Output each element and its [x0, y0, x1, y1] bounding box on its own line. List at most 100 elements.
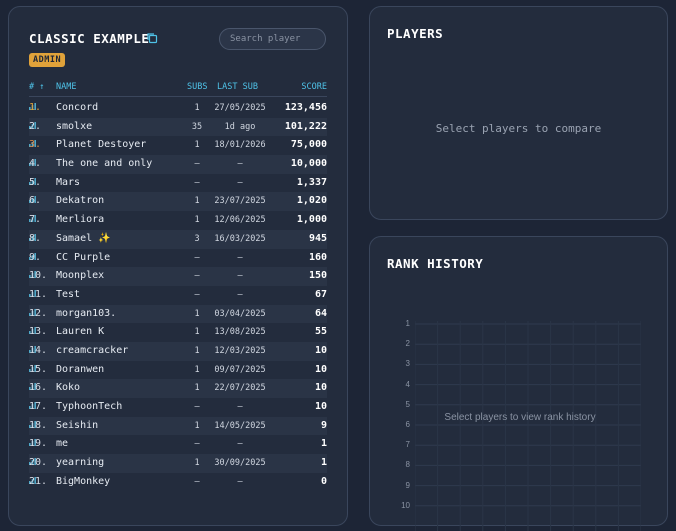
chart-icon[interactable]	[29, 308, 36, 316]
chart-icon[interactable]	[29, 327, 36, 335]
player-name[interactable]: Lauren K	[56, 326, 105, 338]
score-cell: 10	[314, 401, 327, 412]
last-sub-cell: 18/01/2026	[214, 140, 266, 151]
chart-icon[interactable]	[29, 458, 36, 466]
player-name[interactable]: BigMonkey	[56, 475, 111, 487]
chart-icon[interactable]	[29, 383, 36, 391]
table-row[interactable]: 11. Test – – 67	[29, 286, 327, 305]
table-row[interactable]: 3. Planet Destoyer 1 18/01/2026 75,000	[29, 136, 327, 155]
table-row[interactable]: 17. TyphoonTech – – 10	[29, 398, 327, 417]
last-sub-cell: –	[237, 177, 243, 188]
copy-icon[interactable]	[146, 32, 158, 44]
chart-icon[interactable]	[29, 420, 36, 428]
chart-icon[interactable]	[29, 233, 36, 241]
last-sub-cell: 27/05/2025	[214, 103, 266, 113]
rank-cell: 20.	[29, 457, 48, 469]
last-sub-cell: 1d ago	[224, 121, 256, 132]
rank-cell: 16.	[29, 382, 48, 394]
table-row[interactable]: 12. morgan103. 1 03/04/2025 64	[29, 304, 327, 324]
table-row[interactable]: 10. Moonplex – – 150	[29, 267, 327, 286]
player-name[interactable]: Planet Destoyer	[56, 139, 147, 151]
player-name[interactable]: Merliora	[56, 214, 105, 226]
chart-icon[interactable]	[29, 252, 36, 260]
subs-cell: 1	[194, 327, 200, 338]
player-name[interactable]: Concord	[56, 102, 99, 113]
player-name[interactable]: CC Purple	[56, 251, 111, 263]
score-cell: 1,000	[296, 214, 327, 226]
rank-cell: 10.	[29, 270, 48, 282]
chart-icon[interactable]	[29, 271, 36, 279]
table-row[interactable]: 1. Concord 1 27/05/2025 123,456	[29, 99, 327, 118]
rank-cell: 7.	[29, 214, 42, 226]
subs-cell: 1	[194, 364, 200, 375]
table-row[interactable]: 15. Doranwen 1 09/07/2025 10	[29, 361, 327, 380]
chart-icon[interactable]	[29, 402, 36, 409]
last-sub-cell: –	[237, 439, 243, 450]
leaderboard-rows: 1. Concord 1 27/05/2025 123,456 2. smolxe 35 1d …	[29, 99, 327, 491]
last-sub-header[interactable]: LAST SUB	[217, 82, 258, 92]
chart-icon[interactable]	[29, 103, 36, 110]
sort-arrow-icon[interactable]: ↑	[39, 82, 45, 92]
rank-header[interactable]: # ↑	[29, 82, 45, 92]
player-name[interactable]: The one and only	[56, 158, 153, 170]
subs-header[interactable]: SUBS	[187, 82, 208, 92]
y-tick-label: 4	[405, 379, 410, 389]
subs-cell: 1	[194, 140, 200, 151]
chart-icon[interactable]	[29, 345, 36, 353]
y-tick-label: 7	[405, 440, 410, 450]
player-name[interactable]: morgan103.	[56, 307, 117, 319]
chart-icon[interactable]	[29, 476, 36, 484]
table-row[interactable]: 19. me – – 1	[29, 435, 327, 454]
y-tick-label: 10	[401, 500, 410, 510]
chart-icon[interactable]	[29, 289, 36, 297]
table-row[interactable]: 2. smolxe 35 1d ago 101,222	[29, 117, 327, 137]
table-row[interactable]: 5. Mars – – 1,337	[29, 174, 327, 193]
player-name[interactable]: Doranwen	[56, 363, 105, 375]
chart-icon[interactable]	[29, 364, 36, 372]
player-name[interactable]: me	[56, 438, 69, 450]
chart-icon[interactable]	[29, 196, 36, 204]
player-name[interactable]: smolxe	[56, 120, 93, 132]
name-header[interactable]: NAME	[56, 82, 77, 92]
leaderboard-panel: CLASSIC EXAMPLE ADMIN # ↑ NAME SUBS LAST…	[8, 6, 348, 526]
chart-icon[interactable]	[29, 177, 36, 185]
last-sub-cell: 12/06/2025	[214, 215, 266, 226]
chart-icon[interactable]	[29, 159, 36, 167]
table-row[interactable]: 18. Seishin 1 14/05/2025 9	[29, 416, 327, 436]
last-sub-cell: 30/09/2025	[214, 458, 266, 469]
score-cell: 67	[314, 288, 327, 300]
last-sub-cell: 12/03/2025	[214, 345, 266, 356]
score-header[interactable]: SCORE	[301, 82, 327, 92]
y-tick-label: 3	[405, 359, 410, 369]
player-name[interactable]: Dekatron	[56, 195, 105, 207]
player-name[interactable]: Samael ✨	[56, 232, 111, 244]
player-name[interactable]: TyphoonTech	[56, 401, 123, 412]
table-row[interactable]: 13. Lauren K 1 13/08/2025 55	[29, 323, 327, 342]
chart-icon[interactable]	[29, 121, 36, 129]
chart-icon[interactable]	[29, 140, 36, 148]
chart-icon[interactable]	[29, 215, 36, 223]
score-cell: 64	[314, 307, 327, 319]
player-name[interactable]: Moonplex	[56, 270, 105, 282]
player-name[interactable]: Koko	[56, 382, 81, 394]
chart-icon[interactable]	[29, 439, 36, 447]
rank-cell: 1.	[29, 102, 42, 113]
table-row[interactable]: 14. creamcracker 1 12/03/2025 10	[29, 341, 327, 361]
table-row[interactable]: 7. Merliora 1 12/06/2025 1,000	[29, 211, 327, 230]
table-row[interactable]: 6. Dekatron 1 23/07/2025 1,020	[29, 192, 327, 212]
table-row[interactable]: 21. BigMonkey – – 0	[29, 473, 327, 492]
player-name[interactable]: creamcracker	[56, 344, 129, 356]
table-row[interactable]: 8. Samael ✨ 3 16/03/2025 945	[29, 229, 327, 249]
table-row[interactable]: 16. Koko 1 22/07/2025 10	[29, 379, 327, 398]
table-row[interactable]: 9. CC Purple – – 160	[29, 249, 327, 268]
search-input[interactable]	[219, 28, 326, 50]
player-name[interactable]: yearning	[56, 457, 105, 469]
player-name[interactable]: Mars	[56, 176, 81, 188]
table-row[interactable]: 20. yearning 1 30/09/2025 1	[29, 454, 327, 473]
table-row[interactable]: 4. The one and only – – 10,000	[29, 155, 327, 174]
subs-cell: 1	[194, 308, 200, 319]
subs-cell: 1	[194, 458, 200, 469]
player-name[interactable]: Test	[56, 288, 81, 300]
player-name[interactable]: Seishin	[56, 419, 99, 431]
rank-cell: 21.	[29, 475, 48, 487]
